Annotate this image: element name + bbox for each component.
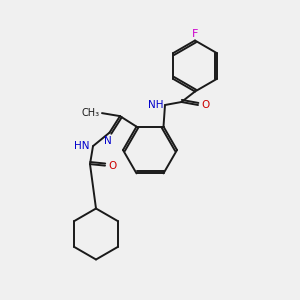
Text: F: F: [192, 29, 198, 39]
Text: O: O: [202, 100, 210, 110]
Text: HN: HN: [74, 141, 89, 151]
Text: O: O: [109, 160, 117, 171]
Text: NH: NH: [148, 100, 164, 110]
Text: CH₃: CH₃: [82, 108, 100, 118]
Text: N: N: [104, 136, 112, 146]
